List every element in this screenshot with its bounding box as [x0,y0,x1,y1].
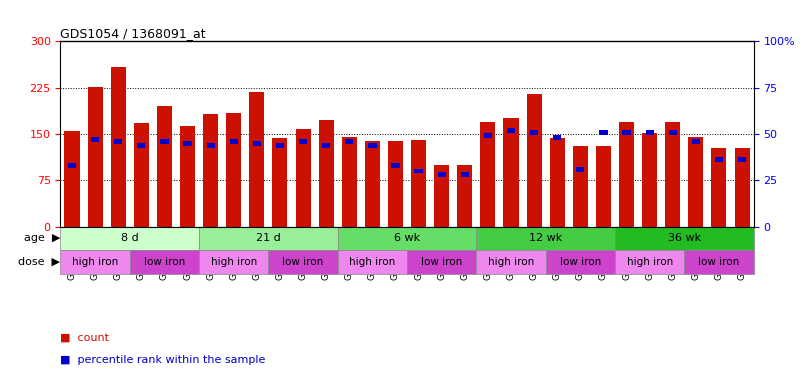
Bar [480,122,496,226]
Bar [461,172,469,177]
Text: high iron: high iron [72,257,118,267]
Bar [60,250,130,274]
Bar [296,129,310,226]
Bar [368,142,376,147]
Bar [130,250,199,274]
Bar [226,113,241,226]
Bar [365,141,380,226]
Bar [546,250,615,274]
Bar [684,250,754,274]
Text: low iron: low iron [282,257,324,267]
Bar [230,139,238,144]
Bar [338,226,476,250]
Text: 21 d: 21 d [256,233,280,243]
Text: GDS1054 / 1368091_at: GDS1054 / 1368091_at [60,27,206,40]
Bar [272,138,288,226]
Bar [530,130,538,135]
Bar [64,131,80,226]
Bar [345,139,353,144]
Bar [553,135,561,140]
Bar [160,139,168,144]
Text: high iron: high iron [488,257,534,267]
Bar [484,133,492,138]
Bar [688,137,704,226]
Bar [457,165,472,226]
Bar [184,141,192,146]
Bar [550,138,565,226]
Bar [622,130,630,135]
Bar [157,106,172,226]
Bar [576,166,584,172]
Bar [338,250,407,274]
Bar [596,146,611,226]
Text: low iron: low iron [559,257,601,267]
Bar [342,137,357,226]
Bar [110,67,126,226]
Bar [411,140,426,226]
Bar [600,130,608,135]
Bar [476,226,615,250]
Bar [249,92,264,226]
Bar [268,250,338,274]
Bar [137,142,145,147]
Text: 8 d: 8 d [121,233,139,243]
Text: low iron: low iron [421,257,463,267]
Bar [476,250,546,274]
Bar [180,126,195,226]
Text: 36 wk: 36 wk [667,233,701,243]
Text: low iron: low iron [143,257,185,267]
Bar [276,142,284,147]
Bar [322,142,330,147]
Bar [712,148,726,226]
Bar [665,122,680,226]
Bar [642,133,657,226]
Text: 12 wk: 12 wk [529,233,563,243]
Bar [434,165,449,226]
Bar [203,114,218,226]
Text: high iron: high iron [349,257,396,267]
Bar [299,139,307,144]
Bar [206,142,214,147]
Text: ■  count: ■ count [60,333,110,342]
Bar [60,226,199,250]
Bar [734,148,750,226]
Text: high iron: high iron [210,257,257,267]
Bar [615,226,754,250]
Bar [199,250,268,274]
Text: high iron: high iron [626,257,673,267]
Text: dose  ▶: dose ▶ [19,257,60,267]
Bar [91,137,99,142]
Bar [318,120,334,226]
Bar [134,123,149,226]
Text: ■  percentile rank within the sample: ■ percentile rank within the sample [60,355,266,365]
Bar [507,128,515,133]
Bar [615,250,684,274]
Bar [407,250,476,274]
Bar [392,163,400,168]
Bar [738,158,746,162]
Bar [526,94,542,226]
Bar [619,122,634,226]
Bar [88,87,102,226]
Bar [68,163,76,168]
Bar [504,118,518,226]
Bar [715,158,723,162]
Bar [388,141,403,226]
Bar [692,139,700,144]
Bar [199,226,338,250]
Text: age  ▶: age ▶ [24,233,60,243]
Bar [438,172,446,177]
Bar [114,139,123,144]
Bar [669,130,677,135]
Text: low iron: low iron [698,257,740,267]
Bar [414,168,422,174]
Bar [646,130,654,135]
Bar [573,146,588,226]
Text: 6 wk: 6 wk [394,233,420,243]
Bar [253,141,261,146]
